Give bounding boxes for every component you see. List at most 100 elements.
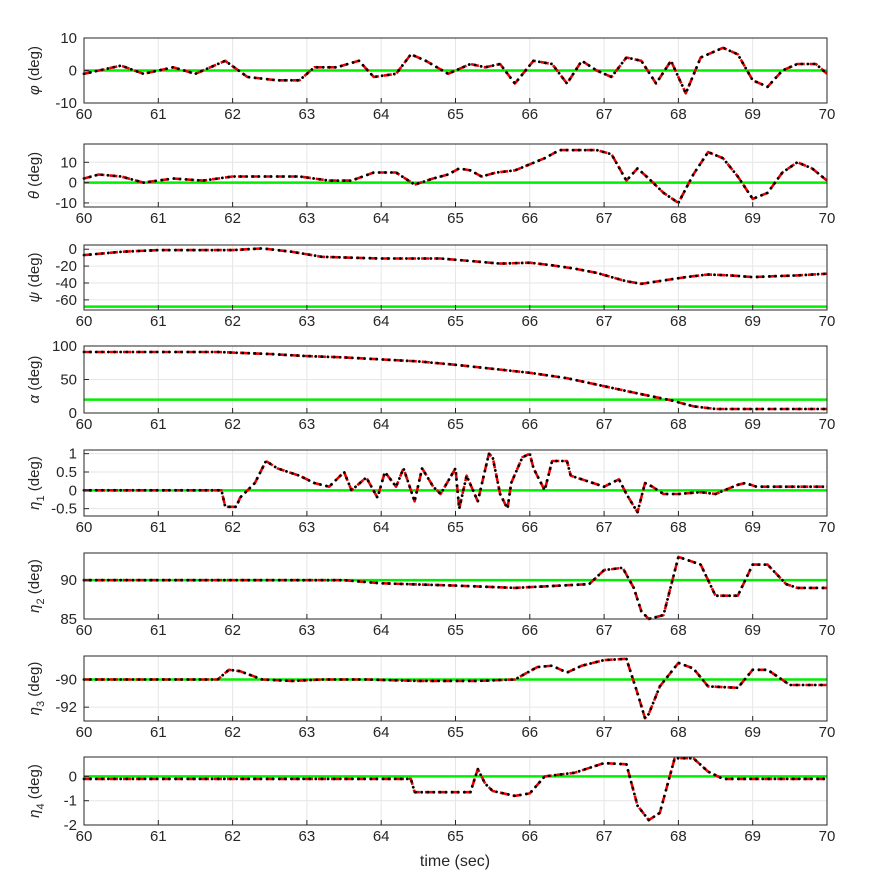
x-tick-label: 64 [373, 416, 390, 433]
x-tick-label: 65 [447, 106, 464, 123]
dotted-series-line [82, 555, 829, 621]
x-tick-label: 60 [76, 106, 93, 123]
x-tick-label: 67 [596, 106, 613, 123]
x-tick-label: 67 [596, 210, 613, 227]
x-tick-label: 63 [299, 210, 316, 227]
x-tick-label: 67 [596, 416, 613, 433]
x-tick-label: 68 [670, 828, 687, 845]
x-tick-label: 69 [744, 724, 761, 741]
x-tick-label: 65 [447, 416, 464, 433]
x-tick-label: 66 [521, 106, 538, 123]
x-tick-label: 64 [373, 724, 390, 741]
y-tick-label: 0 [69, 63, 77, 80]
dashed-series-line [83, 247, 828, 286]
x-tick-label: 64 [373, 519, 390, 536]
x-tick-label: 69 [744, 106, 761, 123]
y-axis-label: α (deg) [26, 356, 43, 404]
y-axis-label: φ (deg) [26, 46, 43, 95]
x-tick-label: 68 [670, 622, 687, 639]
x-tick-label: 68 [670, 106, 687, 123]
x-tick-label: 60 [76, 416, 93, 433]
y-tick-label: 0 [69, 241, 77, 258]
x-tick-label: 66 [521, 724, 538, 741]
x-tick-label: 67 [596, 724, 613, 741]
x-tick-label: 63 [299, 313, 316, 330]
dotted-series-line [82, 756, 829, 822]
dotted-series-line [82, 452, 829, 514]
x-tick-label: 68 [670, 416, 687, 433]
y-tick-label: 0 [69, 482, 77, 499]
dotted-series-line [82, 46, 829, 95]
x-tick-label: 60 [76, 724, 93, 741]
x-tick-label: 65 [447, 622, 464, 639]
x-tick-label: 63 [299, 828, 316, 845]
x-tick-label: 66 [521, 210, 538, 227]
x-tick-label: 61 [150, 724, 167, 741]
y-tick-label: 0.5 [56, 464, 77, 481]
x-tick-label: 65 [447, 724, 464, 741]
y-tick-label: -1 [64, 793, 77, 810]
x-tick-label: 64 [373, 622, 390, 639]
x-tick-label: 62 [224, 106, 241, 123]
x-tick-label: 66 [521, 622, 538, 639]
x-tick-label: 62 [224, 519, 241, 536]
x-tick-label: 64 [373, 210, 390, 227]
x-tick-label: 69 [744, 210, 761, 227]
x-tick-label: 70 [819, 622, 836, 639]
y-axis-label: θ (deg) [26, 152, 43, 199]
x-tick-label: 61 [150, 519, 167, 536]
x-tick-label: 65 [447, 828, 464, 845]
x-tick-label: 66 [521, 519, 538, 536]
subplot-alpha: 60 61 62 63 64 65 66 67 68 69 70 0 50 100 α (deg) [26, 338, 835, 433]
y-tick-label: -0.5 [51, 501, 77, 518]
y-tick-label: 0 [69, 405, 77, 422]
x-tick-label: 70 [819, 106, 836, 123]
x-tick-label: 68 [670, 313, 687, 330]
x-tick-label: 61 [150, 622, 167, 639]
x-tick-label: 70 [819, 724, 836, 741]
x-tick-label: 69 [744, 622, 761, 639]
x-tick-label: 61 [150, 106, 167, 123]
x-tick-label: 61 [150, 828, 167, 845]
subplot-eta3: 60 61 62 63 64 65 66 67 68 69 70 -92 -90 η3 (deg) [26, 655, 836, 741]
x-tick-label: 66 [521, 416, 538, 433]
subplot-psi: 60 61 62 63 64 65 66 67 68 69 70 -60-40-200 ψ (deg) [26, 241, 835, 330]
subplot-theta: 60 61 62 63 64 65 66 67 68 69 70 -10 0 10 θ (deg) [26, 143, 835, 227]
x-tick-label: 64 [373, 106, 390, 123]
x-tick-label: 70 [819, 416, 836, 433]
x-tick-label: 69 [744, 828, 761, 845]
y-axis-label: ψ (deg) [26, 252, 43, 302]
x-tick-label: 62 [224, 313, 241, 330]
x-tick-label: 65 [447, 313, 464, 330]
y-tick-label: 0 [69, 175, 77, 192]
y-tick-label: 50 [60, 372, 77, 389]
x-tick-label: 69 [744, 313, 761, 330]
x-tick-label: 63 [299, 519, 316, 536]
x-tick-label: 68 [670, 519, 687, 536]
subplot-eta4: 60 61 62 63 64 65 66 67 68 69 70 -2 -1 0 η4 (deg) [26, 756, 835, 845]
x-tick-label: 62 [224, 828, 241, 845]
y-tick-label: 10 [60, 30, 77, 47]
x-tick-label: 63 [299, 106, 316, 123]
x-tick-label: 66 [521, 313, 538, 330]
x-tick-label: 69 [744, 416, 761, 433]
x-tick-label: 60 [76, 622, 93, 639]
x-tick-label: 67 [596, 313, 613, 330]
y-tick-label: -10 [55, 95, 77, 112]
x-tick-label: 70 [819, 519, 836, 536]
x-axis-label: time (sec) [420, 853, 490, 870]
x-tick-label: 68 [670, 724, 687, 741]
x-tick-label: 69 [744, 519, 761, 536]
x-tick-label: 70 [819, 313, 836, 330]
x-tick-label: 62 [224, 724, 241, 741]
x-tick-label: 67 [596, 519, 613, 536]
x-tick-label: 62 [224, 416, 241, 433]
x-tick-label: 60 [76, 828, 93, 845]
y-tick-label: -10 [55, 195, 77, 212]
x-tick-label: 64 [373, 313, 390, 330]
x-tick-label: 60 [76, 313, 93, 330]
x-tick-label: 61 [150, 313, 167, 330]
y-tick-label: 10 [60, 154, 77, 171]
